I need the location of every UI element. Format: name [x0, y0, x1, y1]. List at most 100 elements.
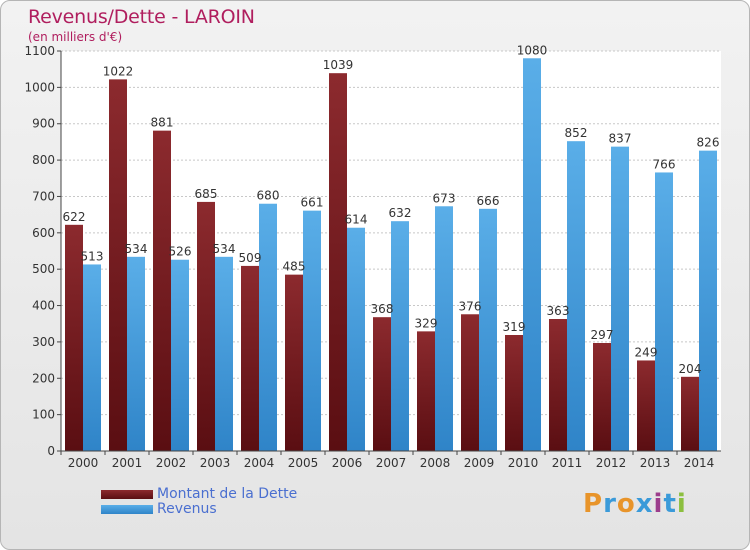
logo-letter: t [663, 489, 677, 519]
data-label-debt: 319 [503, 320, 526, 334]
data-label-debt: 297 [591, 328, 614, 342]
data-label-debt: 622 [63, 210, 86, 224]
bar-revenue [303, 210, 321, 451]
bar-revenue [215, 256, 233, 451]
chart-subtitle: (en milliers d'€) [28, 30, 123, 44]
legend-swatch-revenue [101, 505, 153, 514]
proxiti-logo: Proxiti [583, 489, 687, 519]
y-tick-label: 0 [47, 444, 55, 458]
bars [65, 58, 717, 452]
bar-debt [637, 360, 655, 451]
logo-letter: r [603, 489, 617, 519]
data-label-debt: 1039 [323, 58, 354, 72]
axes: 0 100 200 300 400 500 600 700 800 900 1000 1100 2000… [24, 44, 721, 470]
y-tick-label: 800 [32, 153, 55, 167]
bar-revenue [479, 208, 497, 451]
x-tick-label: 2005 [288, 456, 319, 470]
data-label-revenue: 614 [345, 213, 368, 227]
y-tick-label: 600 [32, 226, 55, 240]
bar-revenue [567, 141, 585, 451]
data-label-revenue: 526 [169, 245, 192, 259]
data-label-revenue: 766 [653, 157, 676, 171]
data-label-revenue: 666 [477, 194, 500, 208]
data-label-debt: 363 [547, 304, 570, 318]
y-tick-label: 700 [32, 189, 55, 203]
bar-revenue [127, 256, 145, 451]
x-tick-label: 2001 [112, 456, 143, 470]
bar-debt [109, 79, 127, 451]
bar-revenue [435, 206, 453, 451]
logo-letter: o [616, 489, 636, 519]
x-tick-label: 2008 [420, 456, 451, 470]
data-label-revenue: 661 [301, 196, 324, 210]
bar-revenue [259, 203, 277, 451]
bar-revenue [699, 150, 717, 452]
x-tick-label: 2013 [640, 456, 671, 470]
data-label-debt: 509 [239, 251, 262, 265]
legend-swatch-debt [101, 490, 153, 499]
bar-debt [505, 335, 523, 451]
bar-debt [461, 314, 479, 451]
bar-debt [65, 224, 83, 451]
y-tick-label: 500 [32, 262, 55, 276]
x-tick-label: 2011 [552, 456, 583, 470]
data-label-debt: 376 [459, 299, 482, 313]
bar-revenue [655, 172, 673, 452]
data-label-revenue: 852 [565, 126, 588, 140]
y-tick-label: 400 [32, 299, 55, 313]
bar-revenue [523, 58, 541, 451]
data-label-debt: 685 [195, 187, 218, 201]
bar-revenue [83, 264, 101, 451]
x-tick-label: 2004 [244, 456, 275, 470]
bar-debt [549, 319, 567, 451]
data-label-revenue: 837 [609, 132, 632, 146]
bar-debt [593, 343, 611, 451]
bar-debt [241, 265, 259, 451]
data-label-revenue: 534 [125, 242, 148, 256]
logo-letter: x [635, 489, 654, 519]
x-tick-label: 2000 [68, 456, 99, 470]
bar-debt [197, 201, 215, 451]
data-label-debt: 1022 [103, 64, 134, 78]
data-label-revenue: 513 [81, 249, 104, 263]
data-label-debt: 368 [371, 302, 394, 316]
y-tick-label: 300 [32, 335, 55, 349]
data-label-debt: 329 [415, 316, 438, 330]
x-tick-label: 2010 [508, 456, 539, 470]
data-label-debt: 204 [679, 362, 702, 376]
bar-debt [373, 317, 391, 451]
bar-debt [153, 130, 171, 452]
y-tick-label: 1100 [24, 44, 55, 58]
x-tick-label: 2014 [684, 456, 715, 470]
bar-debt [681, 376, 699, 451]
y-tick-label: 100 [32, 408, 55, 422]
x-tick-label: 2009 [464, 456, 495, 470]
bar-debt [329, 73, 347, 451]
data-label-debt: 249 [635, 345, 658, 359]
data-label-revenue: 680 [257, 189, 280, 203]
logo-letter: P [583, 489, 604, 519]
x-tick-label: 2003 [200, 456, 231, 470]
logo-letter: i [676, 489, 687, 519]
bar-revenue [171, 259, 189, 451]
logo-letter: i [653, 489, 664, 519]
legend-label-revenue: Revenus [157, 501, 217, 517]
data-label-revenue: 632 [389, 206, 412, 220]
y-tick-label: 200 [32, 371, 55, 385]
bar-revenue [391, 221, 409, 451]
data-label-debt: 881 [151, 116, 174, 130]
y-tick-label: 1000 [24, 80, 55, 94]
x-tick-label: 2007 [376, 456, 407, 470]
y-tick-label: 900 [32, 117, 55, 131]
x-tick-label: 2002 [156, 456, 187, 470]
data-labels: 6225131022534881526685534509680485661103… [63, 43, 720, 376]
bar-debt [285, 274, 303, 451]
bar-revenue [347, 227, 365, 451]
data-label-revenue: 673 [433, 191, 456, 205]
data-label-debt: 485 [283, 260, 306, 274]
legend-label-debt: Montant de la Dette [157, 486, 298, 502]
x-tick-label: 2012 [596, 456, 627, 470]
bar-revenue [611, 146, 629, 452]
